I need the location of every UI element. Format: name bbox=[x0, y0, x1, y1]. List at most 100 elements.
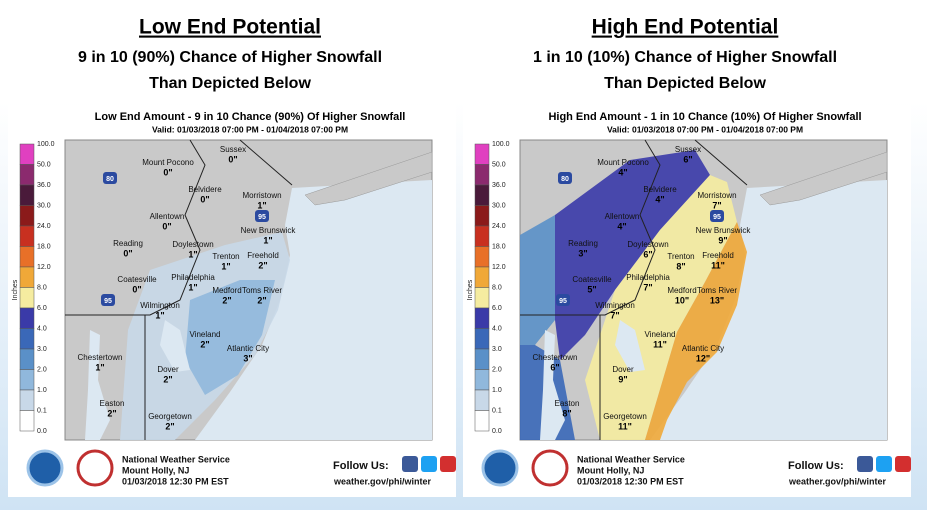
highway-label: 95 bbox=[258, 214, 266, 221]
legend-swatch bbox=[19, 369, 35, 391]
legend-swatch bbox=[474, 410, 490, 432]
snow-amount: 3" bbox=[243, 353, 252, 363]
highway-shield bbox=[255, 210, 269, 222]
legend-label: 24.0 bbox=[37, 223, 51, 230]
location: Mount Holly, NJ bbox=[577, 465, 644, 475]
snow-amount: 5" bbox=[587, 284, 596, 294]
social-icon[interactable] bbox=[440, 456, 456, 472]
valid-time: Valid: 01/03/2018 07:00 PM - 01/04/2018 … bbox=[152, 124, 348, 134]
legend-swatch bbox=[19, 164, 35, 186]
legend-label: 12.0 bbox=[37, 264, 51, 271]
legend-label: 100.0 bbox=[37, 141, 55, 148]
highway-shield bbox=[556, 294, 570, 306]
legend-swatch bbox=[19, 184, 35, 206]
city-name: Georgetown bbox=[148, 412, 192, 421]
office: National Weather Service bbox=[577, 454, 685, 464]
snow-amount: 3" bbox=[578, 248, 587, 258]
legend-swatch bbox=[19, 246, 35, 268]
legend-label: 4.0 bbox=[492, 325, 502, 332]
snow-amount: 2" bbox=[163, 374, 172, 384]
map-title: High End Amount - 1 in 10 Chance (10%) O… bbox=[548, 111, 861, 123]
snow-amount: 11" bbox=[653, 339, 667, 349]
legend-label: 1.0 bbox=[492, 387, 502, 394]
legend-swatch bbox=[474, 184, 490, 206]
city-name: Mount Pocono bbox=[597, 158, 649, 167]
heading: High End Potential bbox=[592, 16, 779, 39]
chesapeake bbox=[85, 330, 110, 440]
snow-amount: 2" bbox=[165, 421, 174, 431]
legend-swatch bbox=[19, 205, 35, 227]
legend-unit: Inches bbox=[12, 279, 19, 300]
location: Mount Holly, NJ bbox=[122, 465, 189, 475]
snow-amount: 8" bbox=[676, 261, 685, 271]
social-icon[interactable] bbox=[895, 456, 911, 472]
city-name: Belvidere bbox=[643, 185, 677, 194]
highway-label: 95 bbox=[559, 298, 567, 305]
legend-label: 0.1 bbox=[492, 407, 502, 414]
social-icon[interactable] bbox=[876, 456, 892, 472]
snow-amount: 10" bbox=[675, 295, 689, 305]
state-border bbox=[520, 139, 661, 316]
highway-label: 95 bbox=[713, 214, 721, 221]
legend-swatch bbox=[474, 307, 490, 329]
snow-amount: 1" bbox=[221, 261, 230, 271]
city-name: Philadelphia bbox=[626, 273, 670, 282]
snow-amount: 9" bbox=[718, 235, 727, 245]
legend-swatch bbox=[474, 143, 490, 165]
social-icon[interactable] bbox=[421, 456, 437, 472]
legend-label: 18.0 bbox=[37, 243, 51, 250]
social-icon[interactable] bbox=[857, 456, 873, 472]
follow-us: Follow Us: bbox=[788, 460, 844, 472]
city-name: Atlantic City bbox=[227, 344, 269, 353]
legend-swatch bbox=[474, 389, 490, 411]
city-name: Wilmington bbox=[140, 301, 180, 310]
city-name: Wilmington bbox=[595, 301, 635, 310]
legend-swatch bbox=[474, 328, 490, 350]
city-name: Toms River bbox=[242, 286, 282, 295]
city-name: Vineland bbox=[190, 330, 221, 339]
issued: 01/03/2018 12:30 PM EST bbox=[577, 476, 684, 486]
noaa-logo bbox=[26, 449, 64, 487]
legend-swatch bbox=[474, 225, 490, 247]
city-name: Trenton bbox=[212, 252, 239, 261]
city-name: Easton bbox=[100, 399, 125, 408]
snow-area bbox=[585, 175, 737, 440]
snow-amount: 1" bbox=[95, 362, 104, 372]
legend-swatch bbox=[474, 369, 490, 391]
snow-amount: 2" bbox=[107, 408, 116, 418]
long-island bbox=[759, 151, 888, 206]
legend-swatch bbox=[474, 164, 490, 186]
nws-logo bbox=[531, 449, 569, 487]
snow-amount: 1" bbox=[188, 282, 197, 292]
city-name: Toms River bbox=[697, 286, 737, 295]
legend-label: 2.0 bbox=[492, 366, 502, 373]
map-title: Low End Amount - 9 in 10 Chance (90%) Of… bbox=[95, 111, 406, 123]
heading: Low End Potential bbox=[139, 16, 321, 39]
snow-amount: 4" bbox=[617, 221, 626, 231]
snow-amount: 1" bbox=[257, 200, 266, 210]
snow-amount: 2" bbox=[222, 295, 231, 305]
legend-swatch bbox=[19, 225, 35, 247]
state-border bbox=[694, 139, 748, 186]
snow-amount: 7" bbox=[610, 310, 619, 320]
legend-label: 100.0 bbox=[492, 141, 510, 148]
legend-swatch bbox=[19, 143, 35, 165]
chesapeake bbox=[540, 330, 565, 440]
delaware-bay bbox=[160, 320, 190, 372]
legend-label: 6.0 bbox=[492, 305, 502, 312]
legend-label: 18.0 bbox=[492, 243, 506, 250]
social-icon[interactable] bbox=[402, 456, 418, 472]
snow-amount: 1" bbox=[263, 235, 272, 245]
long-island bbox=[304, 151, 433, 206]
legend-swatch bbox=[19, 266, 35, 288]
legend-swatch bbox=[19, 328, 35, 350]
ocean bbox=[650, 180, 887, 440]
city-name: New Brunswick bbox=[241, 226, 297, 235]
snow-area bbox=[520, 215, 555, 345]
snow-amount: 0" bbox=[132, 284, 141, 294]
valid-time: Valid: 01/03/2018 07:00 PM - 01/04/2018 … bbox=[607, 124, 803, 134]
legend-label: 24.0 bbox=[492, 223, 506, 230]
city-name: Coatesville bbox=[572, 275, 612, 284]
city-name: Doylestown bbox=[627, 240, 668, 249]
